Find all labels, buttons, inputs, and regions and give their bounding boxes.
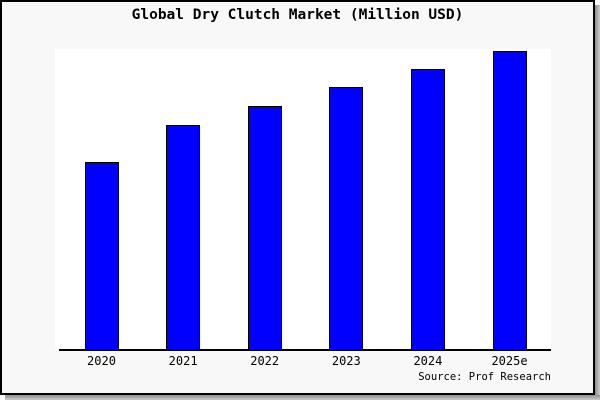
bar-2023	[329, 86, 364, 350]
plot-area	[55, 49, 551, 350]
x-tick-label-2022: 2022	[250, 354, 280, 368]
chart-frame: Global Dry Clutch Market (Million USD) 2…	[0, 7, 595, 383]
bar-2025e	[492, 51, 527, 350]
source-note: Source: Prof Research	[418, 371, 551, 383]
bar-2024	[410, 68, 445, 350]
x-axis-labels: 2020 2021 2022 2023 2024 2025e	[0, 354, 595, 370]
x-tick-label-2024: 2024	[413, 354, 443, 368]
x-tick-label-2020: 2020	[87, 354, 116, 368]
drop-shadow-bottom	[5, 395, 600, 400]
chart-title: Global Dry Clutch Market (Million USD)	[131, 7, 464, 23]
bar-2022	[247, 105, 282, 350]
drop-shadow-right	[595, 5, 600, 395]
bar-2021	[166, 124, 201, 350]
x-tick-label-2025e: 2025e	[491, 354, 528, 368]
x-tick-label-2021: 2021	[168, 354, 198, 368]
x-axis-line	[59, 349, 551, 351]
bar-2020	[84, 161, 119, 350]
x-tick-label-2023: 2023	[331, 354, 361, 368]
